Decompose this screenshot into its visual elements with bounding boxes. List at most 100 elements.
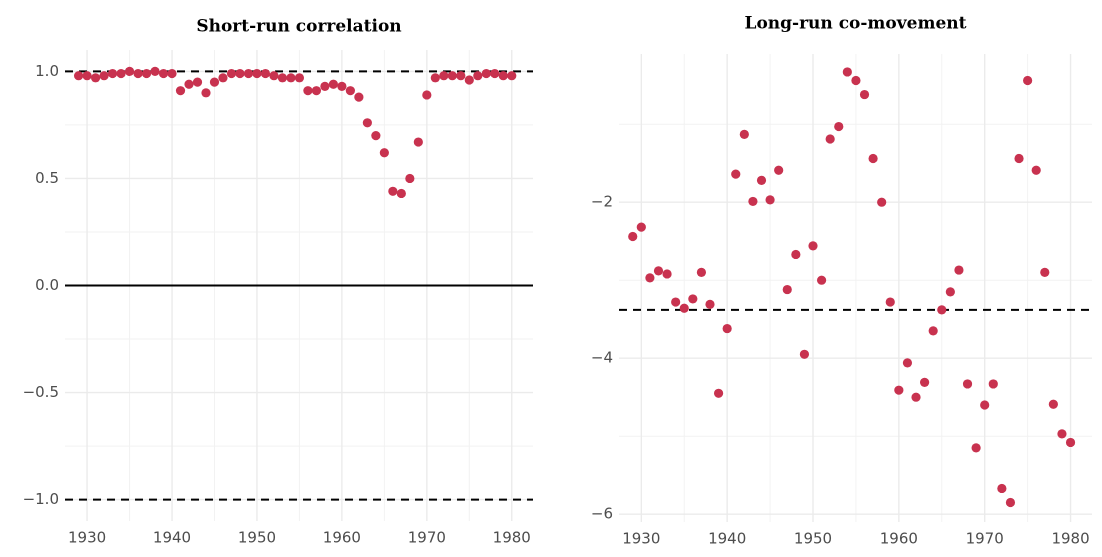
point xyxy=(962,379,973,389)
point xyxy=(902,358,913,368)
y-tick-label: −2 xyxy=(591,193,613,211)
point xyxy=(834,121,844,132)
y-tick-label: −1.0 xyxy=(23,490,59,508)
point xyxy=(1057,429,1067,439)
point xyxy=(371,131,381,141)
point xyxy=(218,73,228,83)
point xyxy=(209,77,220,87)
point xyxy=(851,75,861,86)
point xyxy=(997,483,1007,494)
x-tick-label: 1980 xyxy=(493,529,531,547)
point xyxy=(696,267,707,277)
point xyxy=(252,68,262,79)
point xyxy=(413,137,423,147)
point xyxy=(481,68,491,79)
point xyxy=(628,231,638,242)
x-tick-label: 1970 xyxy=(966,530,1004,548)
point xyxy=(774,165,784,175)
point xyxy=(158,68,169,79)
point xyxy=(722,323,732,334)
point xyxy=(73,71,84,81)
point xyxy=(1023,75,1033,86)
point xyxy=(320,81,330,91)
point xyxy=(354,92,364,102)
point xyxy=(671,297,681,307)
point xyxy=(150,66,160,77)
point xyxy=(456,71,466,81)
chart-title: Long-run co-movement xyxy=(745,14,967,34)
point xyxy=(107,68,118,79)
point xyxy=(235,68,245,79)
point xyxy=(988,379,998,389)
point xyxy=(945,287,955,297)
x-tick-label: 1950 xyxy=(794,530,832,548)
point xyxy=(705,299,715,309)
point xyxy=(167,68,177,79)
x-tick-label: 1980 xyxy=(1051,530,1089,548)
point xyxy=(226,68,237,79)
point xyxy=(765,195,775,205)
point xyxy=(971,443,981,453)
point xyxy=(653,266,664,276)
point xyxy=(1048,399,1058,409)
point xyxy=(362,118,372,128)
x-tick-label: 1970 xyxy=(408,529,446,547)
point xyxy=(430,73,440,83)
point xyxy=(1040,267,1050,277)
point xyxy=(396,188,406,199)
y-tick-label: −6 xyxy=(591,505,613,523)
point xyxy=(90,73,101,83)
point xyxy=(141,68,152,79)
point xyxy=(894,385,904,395)
point xyxy=(286,73,296,83)
x-tick-label: 1930 xyxy=(622,530,660,548)
point xyxy=(842,67,852,77)
point xyxy=(954,265,964,275)
point xyxy=(405,173,415,184)
point xyxy=(928,326,938,336)
point xyxy=(473,71,483,81)
point xyxy=(192,77,203,87)
point xyxy=(243,68,254,79)
point xyxy=(679,303,689,313)
point xyxy=(1014,153,1024,164)
x-tick-label: 1960 xyxy=(880,530,918,548)
y-tick-label: 0.5 xyxy=(35,169,59,187)
point xyxy=(490,68,500,79)
point xyxy=(277,73,288,83)
point xyxy=(920,377,930,387)
point xyxy=(175,86,186,96)
point xyxy=(791,249,801,260)
point xyxy=(782,284,792,295)
point xyxy=(859,89,870,100)
point xyxy=(133,68,143,79)
point xyxy=(447,71,457,81)
point xyxy=(439,71,449,81)
point xyxy=(808,241,818,251)
point xyxy=(731,169,741,179)
point xyxy=(739,129,749,139)
point xyxy=(260,68,271,79)
point xyxy=(748,196,758,207)
point xyxy=(311,86,322,96)
point xyxy=(877,197,887,207)
x-tick-label: 1960 xyxy=(323,529,361,547)
point xyxy=(303,86,313,96)
point xyxy=(937,305,947,315)
point xyxy=(507,71,517,81)
point xyxy=(662,269,672,279)
point xyxy=(1005,497,1016,508)
point xyxy=(636,222,646,232)
point xyxy=(269,71,279,81)
y-tick-label: 0.0 xyxy=(35,276,59,294)
point xyxy=(82,71,92,81)
x-tick-label: 1940 xyxy=(153,529,191,547)
point xyxy=(337,81,347,91)
point xyxy=(1065,437,1076,448)
point xyxy=(422,90,432,100)
point xyxy=(799,349,810,359)
y-tick-label: −0.5 xyxy=(23,383,59,401)
point xyxy=(464,75,474,85)
point xyxy=(885,297,895,307)
